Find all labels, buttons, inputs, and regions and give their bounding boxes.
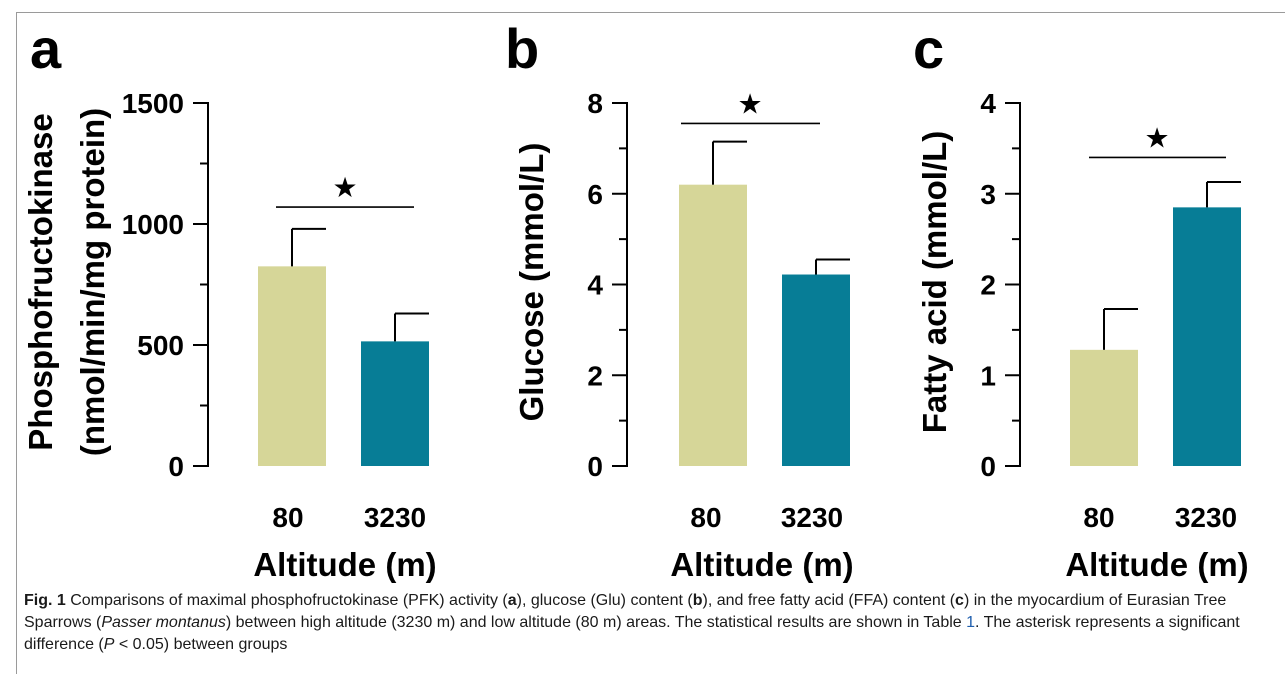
- y-tick-label-a: 1500: [122, 88, 184, 119]
- bar-c-80: [1070, 349, 1138, 466]
- y-tick-label-b: 2: [587, 360, 603, 391]
- caption-panel-a: a: [507, 592, 517, 609]
- panel-letter-b: b: [505, 17, 539, 80]
- figure-caption: Fig. 1 Comparisons of maximal phosphofru…: [24, 590, 1269, 656]
- y-axis-title-a: Phosphofructokinase: [22, 113, 59, 450]
- y-tick-label-c: 1: [980, 360, 996, 391]
- x-axis-title-a: Altitude (m): [253, 546, 436, 583]
- figure-charts: a Phosphofructokinase (nmol/min/mg protein…: [22, 17, 1249, 583]
- y-tick-label-a: 500: [137, 330, 184, 361]
- caption-fig-label: Fig. 1: [24, 592, 66, 609]
- significance-star-c: ★: [1144, 121, 1169, 154]
- caption-panel-b: b: [692, 592, 703, 609]
- panel-letter-c: c: [913, 17, 944, 80]
- x-tick-label-c-80: 80: [1083, 502, 1114, 533]
- y-tick-label-b: 4: [587, 270, 603, 301]
- caption-table-link[interactable]: 1: [966, 614, 976, 631]
- y-tick-label-a: 1000: [122, 209, 184, 240]
- significance-star-a: ★: [332, 171, 357, 204]
- y-axis-title-c: Fatty acid (mmol/L): [916, 131, 953, 434]
- frame-left-border: [16, 12, 17, 674]
- y-tick-label-c: 2: [980, 270, 996, 301]
- y-tick-label-c: 0: [980, 451, 996, 482]
- x-tick-label-c-3230: 3230: [1175, 502, 1237, 533]
- significance-star-b: ★: [737, 87, 762, 120]
- bar-c-3230: [1173, 207, 1241, 467]
- y-tick-label-a: 0: [168, 451, 184, 482]
- caption-p-symbol: P: [103, 636, 115, 653]
- caption-panel-c: c: [955, 592, 964, 609]
- x-tick-label-a-80: 80: [272, 502, 303, 533]
- y-tick-label-b: 6: [587, 179, 603, 210]
- x-axis-title-c: Altitude (m): [1065, 546, 1248, 583]
- caption-text-5: ) between high altitude (3230 m) and low…: [225, 614, 967, 631]
- y-tick-label-c: 4: [980, 88, 996, 119]
- caption-text-4: ) in the myocardium of Eurasian Tree Spa…: [24, 592, 1227, 631]
- x-axis-title-b: Altitude (m): [670, 546, 853, 583]
- x-tick-label-b-80: 80: [690, 502, 721, 533]
- bar-b-80: [679, 184, 747, 467]
- panel-letter-a: a: [30, 17, 62, 80]
- caption-text-2: ), glucose (Glu) content (: [516, 592, 693, 609]
- frame-top-border: [16, 12, 1285, 13]
- caption-species: Passer montanus: [101, 614, 226, 631]
- bar-a-80: [258, 266, 326, 466]
- y-axis-title-line2-a: (nmol/min/mg protein): [74, 108, 111, 456]
- y-tick-label-c: 3: [980, 179, 996, 210]
- caption-text-7: < 0.05) between groups: [114, 636, 288, 653]
- y-tick-label-b: 0: [587, 451, 603, 482]
- y-tick-label-b: 8: [587, 88, 603, 119]
- caption-text-1: Comparisons of maximal phosphofructokina…: [65, 592, 508, 609]
- bar-a-3230: [361, 341, 429, 466]
- caption-text-6: . The asterisk represents a significant …: [24, 614, 1240, 653]
- x-tick-label-b-3230: 3230: [781, 502, 843, 533]
- x-tick-label-a-3230: 3230: [364, 502, 426, 533]
- bar-b-3230: [782, 274, 850, 466]
- y-axis-title-b: Glucose (mmol/L): [513, 143, 550, 422]
- caption-text-3: ), and free fatty acid (FFA) content (: [702, 592, 956, 609]
